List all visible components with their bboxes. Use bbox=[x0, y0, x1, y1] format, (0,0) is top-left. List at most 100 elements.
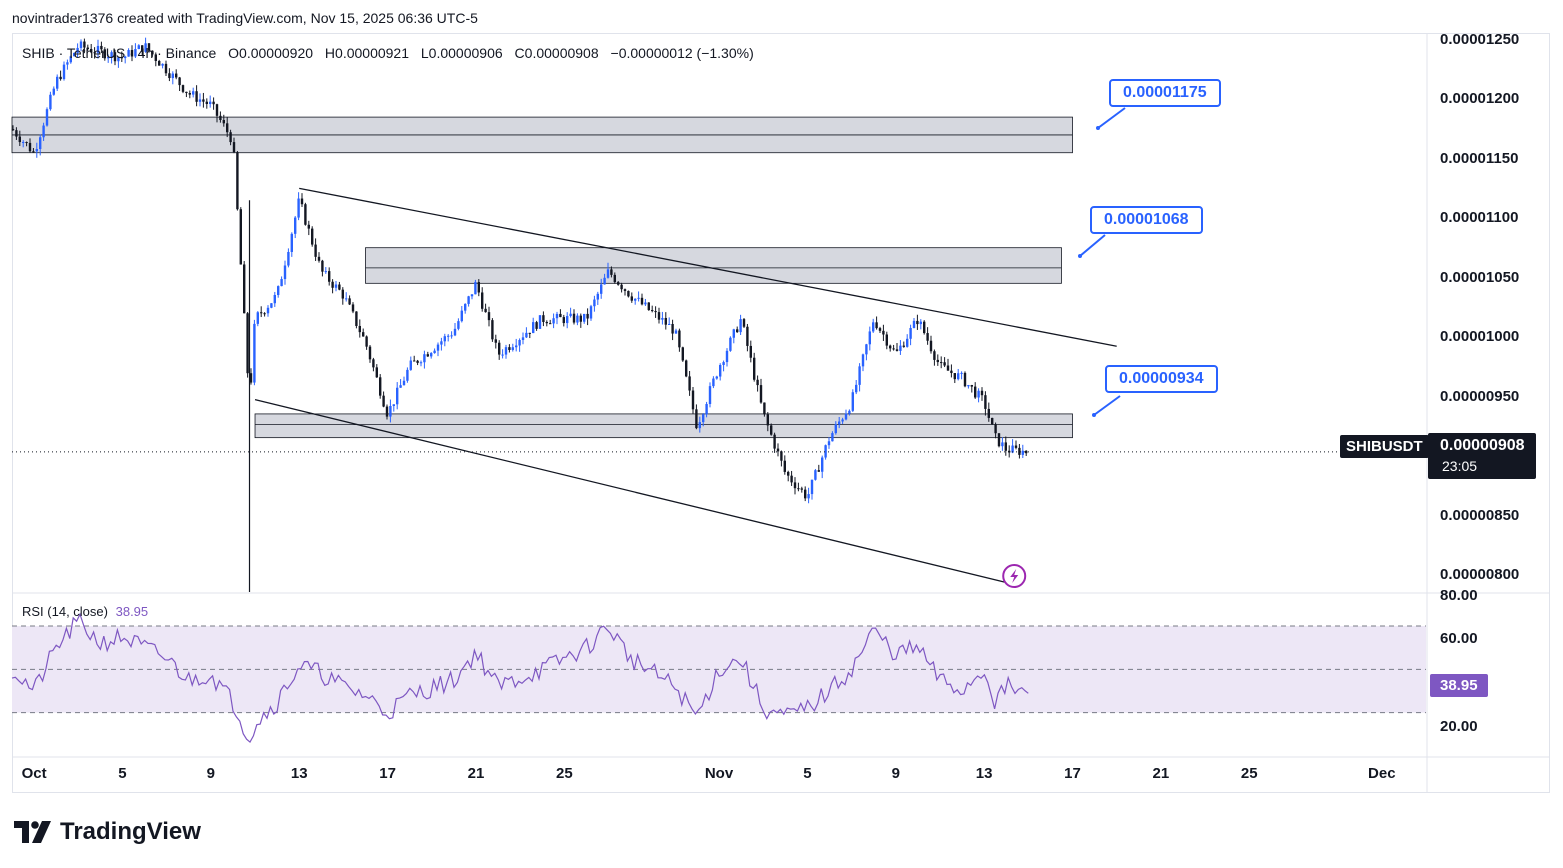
candle-body bbox=[328, 271, 331, 282]
candle-body bbox=[814, 470, 817, 480]
candle-body bbox=[324, 271, 327, 273]
candle-body bbox=[141, 45, 144, 52]
candle-body bbox=[402, 380, 406, 386]
candle-body bbox=[423, 354, 426, 363]
callout-middle-zone[interactable]: 0.00001068 bbox=[1090, 206, 1203, 234]
zone-box bbox=[254, 413, 1073, 439]
candle-body bbox=[314, 244, 317, 257]
candle-body bbox=[297, 198, 300, 218]
candle-body bbox=[600, 284, 603, 294]
candle-body bbox=[15, 130, 18, 137]
candle-body bbox=[39, 137, 42, 150]
candle-body bbox=[688, 376, 691, 391]
candle-body bbox=[409, 360, 412, 370]
candle-body bbox=[392, 404, 395, 406]
price-axis-label: 0.00000800 bbox=[1440, 566, 1520, 583]
time-axis-label: 13 bbox=[291, 765, 308, 782]
candle-body bbox=[107, 57, 110, 59]
candle-body bbox=[273, 294, 276, 304]
price-axis-label: 0.00000950 bbox=[1440, 388, 1520, 405]
candle-body bbox=[232, 142, 236, 153]
rsi-axis-label: 60.00 bbox=[1440, 630, 1478, 647]
candle-body bbox=[35, 149, 38, 152]
candle-body bbox=[419, 362, 423, 364]
candle-body bbox=[389, 405, 392, 417]
price-axis-label: 0.00000850 bbox=[1440, 507, 1520, 524]
candle-body bbox=[351, 304, 355, 312]
candle-body bbox=[178, 77, 181, 86]
candle-body bbox=[861, 354, 865, 367]
candle-body bbox=[521, 337, 525, 341]
candle-body bbox=[810, 479, 814, 495]
candle-body bbox=[249, 373, 253, 383]
candle-body bbox=[535, 322, 538, 329]
time-axis-label: 25 bbox=[556, 765, 573, 782]
candle-body bbox=[120, 57, 123, 59]
candle-body bbox=[375, 367, 378, 378]
candle-body bbox=[657, 312, 661, 320]
candle-body bbox=[868, 331, 871, 345]
tradingview-logo-text: TradingView bbox=[60, 818, 201, 845]
candle-body bbox=[545, 321, 548, 324]
candle-body bbox=[379, 377, 382, 396]
price-axis-label: 0.00001250 bbox=[1440, 31, 1520, 48]
candle-body bbox=[256, 312, 259, 324]
candle-body bbox=[518, 340, 521, 346]
candle-body bbox=[848, 410, 851, 414]
candle-body bbox=[963, 372, 967, 387]
candle-body bbox=[838, 421, 841, 425]
candle-body bbox=[698, 422, 701, 429]
time-axis-label: 9 bbox=[207, 765, 215, 782]
candle-body bbox=[620, 284, 623, 290]
candle-body bbox=[953, 373, 956, 380]
candle-body bbox=[623, 289, 627, 291]
legend-high: H0.00000921 bbox=[324, 45, 409, 61]
legend-symbol: SHIB · TetherUS · 4h · Binance bbox=[22, 45, 217, 61]
tradingview-logo-icon bbox=[14, 821, 51, 843]
candle-body bbox=[161, 63, 164, 66]
time-axis-label: Nov bbox=[705, 765, 734, 782]
price-axis-label: 0.00001200 bbox=[1440, 90, 1520, 107]
time-axis-label: 5 bbox=[803, 765, 811, 782]
rsi-legend: RSI (14, close) 38.95 bbox=[22, 604, 148, 619]
candle-body bbox=[967, 385, 970, 387]
callout-anchor bbox=[1096, 126, 1100, 130]
candle-body bbox=[739, 319, 742, 333]
legend-close: C0.00000908 bbox=[514, 45, 599, 61]
bar-countdown: 23:05 bbox=[1442, 458, 1478, 474]
time-axis-label: 13 bbox=[976, 765, 993, 782]
symbol-tag: SHIBUSDT bbox=[1340, 435, 1429, 458]
candle-body bbox=[872, 322, 875, 332]
candle-body bbox=[586, 313, 589, 319]
candle-body bbox=[1004, 442, 1007, 451]
candle-body bbox=[844, 413, 848, 420]
candle-body bbox=[702, 414, 705, 423]
candle-body bbox=[100, 45, 103, 50]
rsi-legend-value: 38.95 bbox=[115, 604, 149, 619]
candle-body bbox=[746, 326, 749, 346]
candle-body bbox=[875, 322, 878, 329]
candle-body bbox=[596, 293, 599, 300]
candle-body bbox=[555, 313, 559, 319]
candle-body bbox=[640, 297, 644, 305]
callout-upper-zone[interactable]: 0.00001175 bbox=[1109, 79, 1221, 107]
candle-body bbox=[300, 198, 304, 205]
tradingview-logo[interactable]: TradingView bbox=[14, 816, 201, 848]
candle-body bbox=[137, 45, 140, 50]
candle-body bbox=[246, 313, 249, 374]
candle-body bbox=[902, 345, 905, 347]
candle-body bbox=[382, 395, 385, 407]
candle-body bbox=[957, 373, 960, 380]
candle-body bbox=[341, 289, 344, 299]
rsi-axis-label: 20.00 bbox=[1440, 718, 1478, 735]
candle-body bbox=[117, 57, 120, 62]
candle-body bbox=[130, 50, 134, 57]
candle-body bbox=[987, 408, 990, 418]
candle-body bbox=[487, 312, 491, 321]
candle-body bbox=[164, 63, 168, 74]
callout-lower-zone[interactable]: 0.00000934 bbox=[1105, 365, 1218, 393]
candle-body bbox=[457, 321, 460, 329]
candle-body bbox=[712, 378, 715, 387]
candle-body bbox=[355, 311, 358, 326]
